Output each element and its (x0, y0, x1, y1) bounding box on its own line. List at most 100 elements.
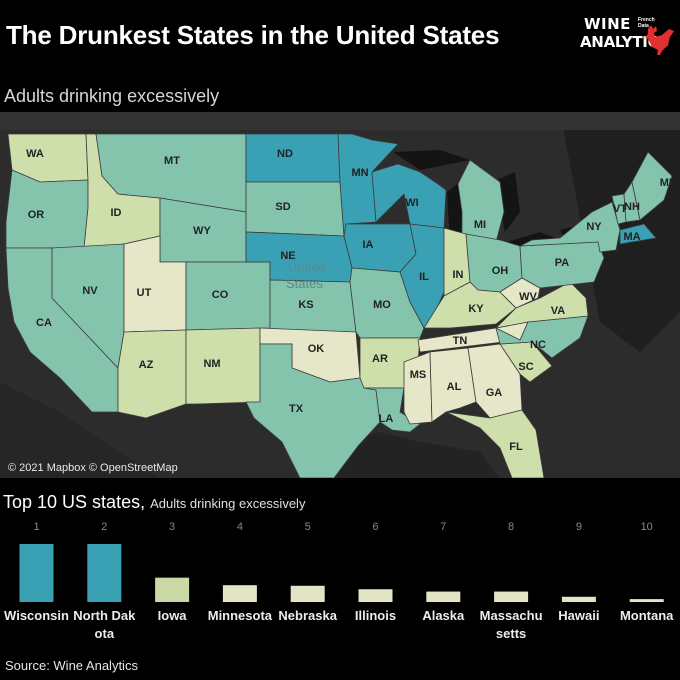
bar-label-6: Illinois (354, 608, 397, 623)
state-label-ky: KY (468, 303, 484, 315)
bar-label-4: Minnesota (207, 608, 273, 623)
bar-8[interactable] (494, 591, 529, 602)
country-label-line1: United (288, 260, 326, 275)
state-label-ma: MA (623, 231, 640, 243)
state-ia[interactable] (343, 223, 417, 273)
bar-rank-7: 7 (440, 521, 446, 533)
bar-rank-3: 3 (169, 521, 175, 533)
bar-6[interactable] (358, 589, 393, 602)
state-label-wv: WV (519, 291, 537, 303)
chart-title: The Drunkest States in the United States (6, 20, 500, 50)
bar-chart-title-main: Top 10 US states (3, 492, 141, 512)
bar-label-2: North Dakota (73, 608, 136, 641)
map-subtitle: Adults drinking excessively (4, 86, 220, 106)
country-label-line2: States (286, 276, 323, 291)
state-label-al: AL (447, 381, 462, 393)
state-label-nh: NH (624, 201, 640, 213)
bar-9[interactable] (561, 596, 596, 602)
lake-superior-icon (393, 150, 470, 170)
state-label-vt: VT (613, 203, 627, 215)
state-nm[interactable] (185, 327, 261, 405)
state-label-nd: ND (277, 148, 293, 160)
bar-label-7: Alaska (422, 608, 465, 623)
bar-chart-title: Top 10 US states, Adults drinking excess… (3, 492, 306, 512)
state-tx[interactable] (245, 343, 381, 478)
state-label-az: AZ (139, 359, 154, 371)
bar-4[interactable] (222, 585, 257, 602)
state-ma[interactable] (619, 223, 657, 245)
bar-2[interactable] (87, 544, 122, 602)
state-sd[interactable] (245, 181, 345, 237)
state-label-id: ID (111, 207, 122, 219)
state-label-fl: FL (509, 441, 523, 453)
state-label-ga: GA (486, 387, 503, 399)
state-label-nm: NM (203, 358, 220, 370)
state-label-tx: TX (289, 403, 304, 415)
state-nd[interactable] (245, 133, 341, 183)
state-label-ny: NY (586, 221, 602, 233)
state-label-wa: WA (26, 148, 44, 160)
rooster-icon (642, 25, 674, 55)
state-label-nv: NV (82, 285, 98, 297)
state-label-mo: MO (373, 299, 391, 311)
state-az[interactable] (117, 329, 187, 419)
bar-label-5: Nebraska (278, 608, 337, 623)
state-me[interactable] (631, 151, 673, 221)
bar-3[interactable] (155, 577, 190, 602)
bar-rank-9: 9 (576, 521, 582, 533)
bar-rank-10: 10 (641, 521, 653, 533)
map-credit[interactable]: © 2021 Mapbox © OpenStreetMap (8, 462, 178, 474)
top10-bar-chart: 1 2 3 4 5 6 7 8 9 10 (19, 521, 664, 602)
state-label-la: LA (379, 413, 394, 425)
state-label-ut: UT (137, 287, 152, 299)
state-label-sd: SD (275, 201, 290, 213)
bar-rank-5: 5 (305, 521, 311, 533)
bar-5[interactable] (290, 585, 325, 602)
state-ny[interactable] (519, 201, 621, 253)
state-wi[interactable] (371, 163, 447, 229)
us-choropleth-map[interactable]: WA OR CA ID NV MT WY UT AZ CO NM ND SD NE KS OK TX MN IA MO… (0, 112, 680, 478)
state-label-mt: MT (164, 155, 180, 167)
bar-label-9: Hawaii (558, 608, 600, 623)
state-label-va: VA (551, 305, 566, 317)
state-label-tn: TN (453, 335, 468, 347)
state-va[interactable] (494, 281, 589, 329)
wine-analytics-logo: WINE French Data ANALYTICS (580, 13, 676, 55)
state-fl[interactable] (445, 409, 545, 478)
bar-rank-1: 1 (33, 521, 39, 533)
bar-rank-2: 2 (101, 521, 107, 533)
state-wv[interactable] (499, 277, 541, 309)
state-label-il: IL (419, 271, 429, 283)
state-label-me: ME (660, 177, 677, 189)
state-label-in: IN (453, 269, 464, 281)
state-label-ms: MS (410, 369, 427, 381)
state-label-ca: CA (36, 317, 52, 329)
state-label-ok: OK (308, 343, 325, 355)
logo-small-text: French Data (638, 17, 655, 29)
state-label-or: OR (28, 209, 45, 221)
state-label-sc: SC (518, 361, 533, 373)
state-label-ar: AR (372, 353, 388, 365)
state-label-pa: PA (555, 257, 570, 269)
state-label-ia: IA (363, 239, 374, 251)
source-note: Source: Wine Analytics (5, 658, 138, 673)
state-label-nc: NC (530, 339, 546, 351)
state-mi[interactable] (457, 159, 505, 247)
state-label-mi: MI (474, 219, 486, 231)
state-ms[interactable] (403, 351, 433, 425)
bar-1[interactable] (19, 544, 54, 602)
state-label-ks: KS (298, 299, 313, 311)
map-svg: WA OR CA ID NV MT WY UT AZ CO NM ND SD NE KS OK TX MN IA MO… (0, 112, 680, 478)
bar-10[interactable] (629, 599, 664, 602)
state-label-ne: NE (280, 250, 295, 262)
state-or[interactable] (5, 169, 89, 249)
bar-7[interactable] (426, 591, 461, 602)
bar-label-10: Montana (619, 608, 674, 623)
bar-chart-title-sub: Adults drinking excessively (150, 496, 306, 511)
state-label-mn: MN (351, 167, 368, 179)
bar-label-3: Iowa (157, 608, 187, 623)
state-label-oh: OH (492, 265, 509, 277)
state-label-co: CO (212, 289, 229, 301)
state-la[interactable] (363, 387, 421, 433)
bar-label-1: Wisconsin (4, 608, 69, 623)
